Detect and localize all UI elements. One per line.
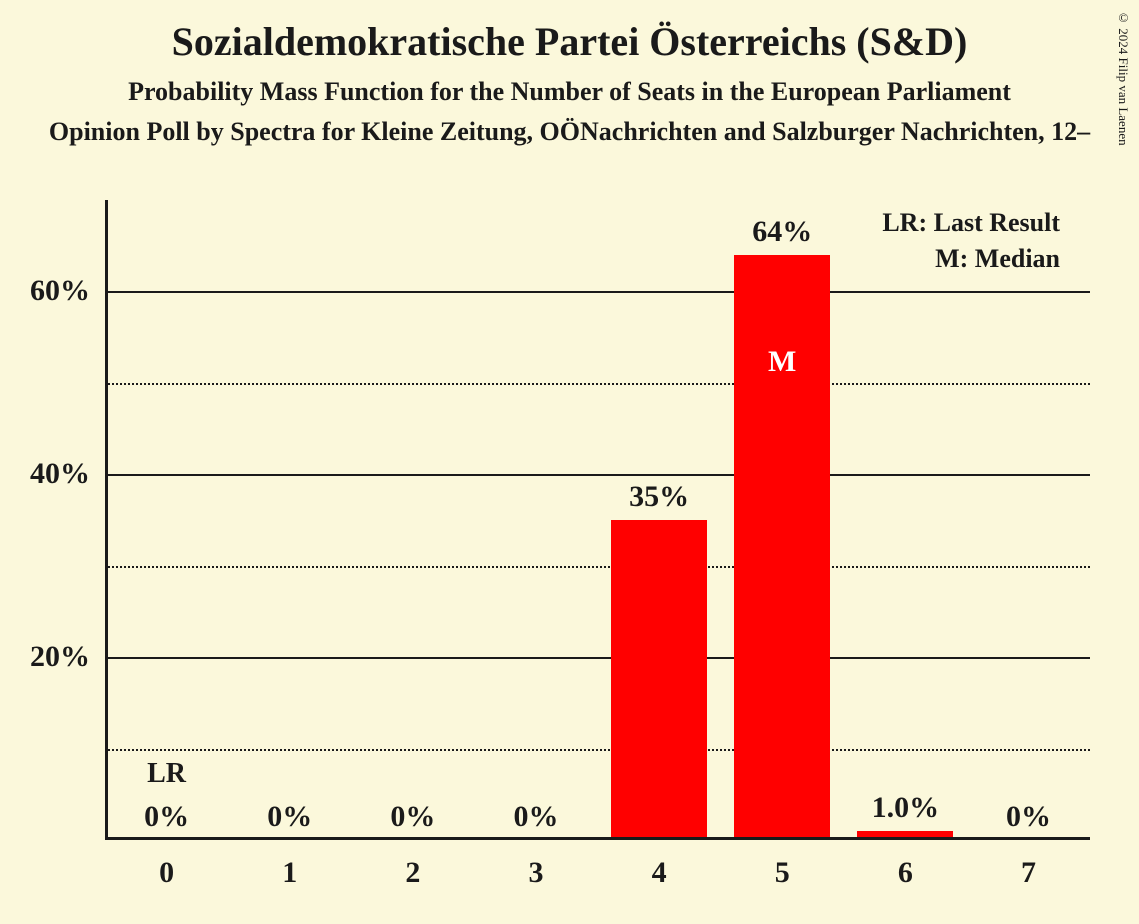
x-tick-label: 5 [775, 856, 790, 890]
x-tick-label: 0 [159, 856, 174, 890]
x-tick-label: 3 [528, 856, 543, 890]
x-tick-label: 6 [898, 856, 913, 890]
y-axis [105, 200, 108, 840]
bar-value-label: 0% [390, 800, 435, 834]
bar-value-label: 1.0% [872, 791, 940, 825]
chart-plot-area: LR: Last Result M: Median 20%40%60% 0%0%… [105, 200, 1090, 840]
y-tick-label: 20% [30, 640, 90, 674]
x-tick-label: 1 [282, 856, 297, 890]
y-tick-label: 40% [30, 457, 90, 491]
last-result-marker: LR [147, 758, 186, 790]
bar-value-label: 0% [1006, 800, 1051, 834]
bar [734, 255, 830, 837]
x-tick-label: 7 [1021, 856, 1036, 890]
gridline-minor [105, 383, 1090, 385]
chart-legend: LR: Last Result M: Median [882, 208, 1060, 280]
copyright-text: © 2024 Filip van Laenen [1115, 10, 1131, 146]
x-tick-label: 4 [652, 856, 667, 890]
gridline-minor [105, 749, 1090, 751]
chart-subtitle-1: Probability Mass Function for the Number… [0, 77, 1139, 107]
median-marker: M [768, 345, 796, 379]
bar [611, 520, 707, 837]
bar-value-label: 0% [267, 800, 312, 834]
gridline-minor [105, 566, 1090, 568]
legend-lr: LR: Last Result [882, 208, 1060, 238]
chart-subtitle-2: Opinion Poll by Spectra for Kleine Zeitu… [0, 117, 1139, 147]
gridline-major [105, 474, 1090, 476]
legend-median: M: Median [882, 244, 1060, 274]
bar-value-label: 0% [513, 800, 558, 834]
bar [857, 831, 953, 837]
x-axis [105, 837, 1090, 840]
gridline-major [105, 291, 1090, 293]
bar-value-label: 0% [144, 800, 189, 834]
gridline-major [105, 657, 1090, 659]
chart-title: Sozialdemokratische Partei Österreichs (… [0, 0, 1139, 65]
bar-value-label: 35% [629, 480, 689, 514]
bar-value-label: 64% [752, 215, 812, 249]
y-tick-label: 60% [30, 274, 90, 308]
x-tick-label: 2 [405, 856, 420, 890]
